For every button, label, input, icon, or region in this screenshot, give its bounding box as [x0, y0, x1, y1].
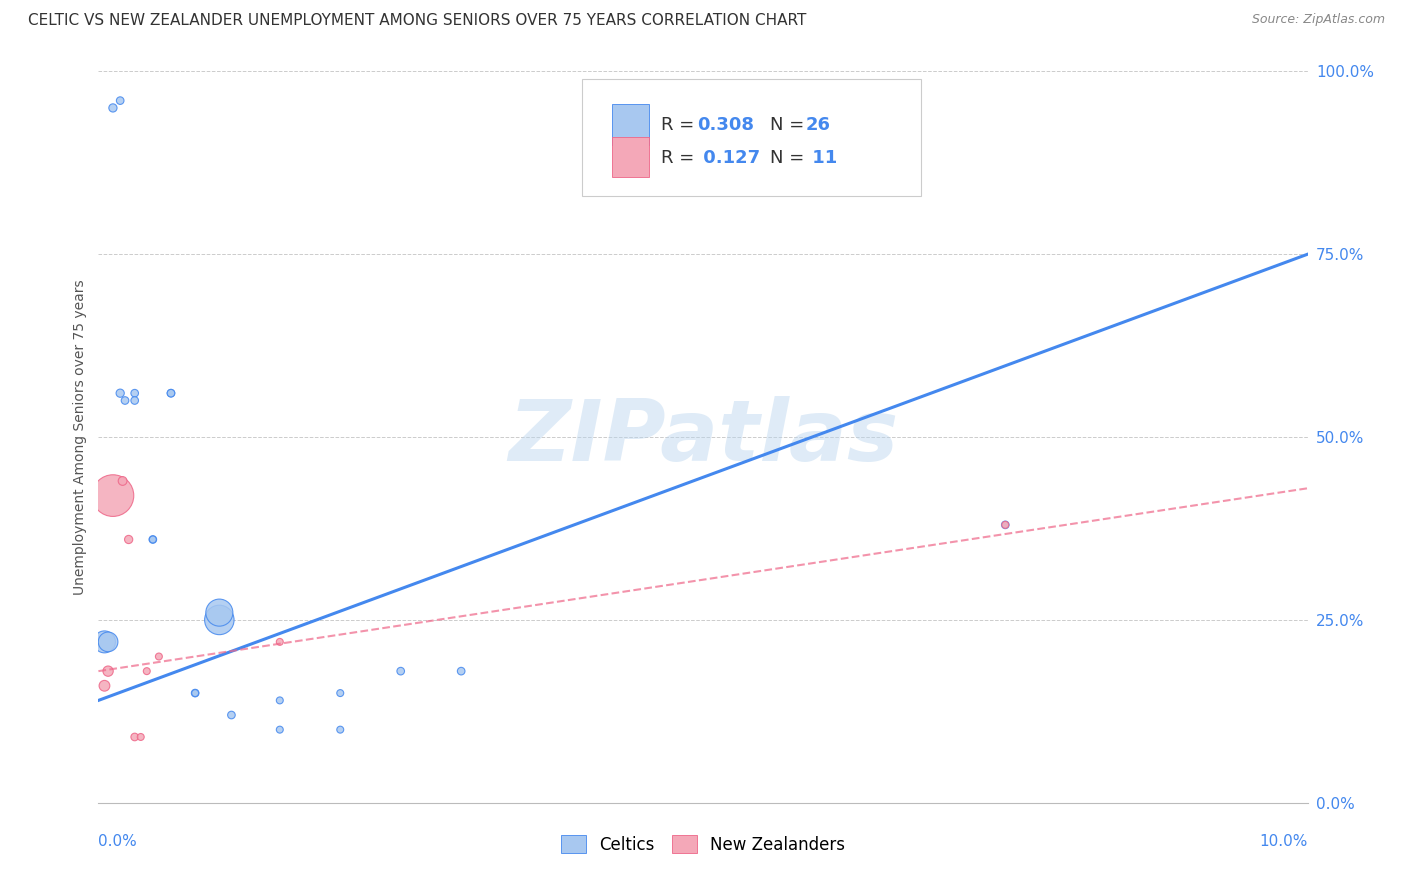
Text: ZIPatlas: ZIPatlas [508, 395, 898, 479]
Point [184, 686, 207, 700]
Point [101, 489, 124, 503]
Point [129, 730, 152, 744]
Legend: Celtics, New Zealanders: Celtics, New Zealanders [554, 829, 852, 860]
Bar [613, 104, 648, 145]
Point [108, 386, 131, 401]
Point [111, 474, 134, 488]
Text: 0.308: 0.308 [697, 116, 754, 134]
Point [269, 723, 291, 737]
FancyBboxPatch shape [582, 78, 921, 195]
Point [135, 664, 157, 678]
Point [329, 686, 352, 700]
Point [101, 101, 124, 115]
Point [93, 679, 115, 693]
Bar [613, 137, 648, 178]
Point [160, 386, 183, 401]
Text: 26: 26 [806, 116, 831, 134]
Text: R =: R = [661, 149, 700, 167]
Point [389, 664, 412, 678]
Text: Source: ZipAtlas.com: Source: ZipAtlas.com [1251, 13, 1385, 27]
Point [124, 730, 146, 744]
Text: R =: R = [661, 116, 700, 134]
Point [329, 723, 352, 737]
Point [450, 664, 472, 678]
Point [221, 708, 243, 723]
Point [148, 649, 170, 664]
Point [184, 686, 207, 700]
Text: 0.127: 0.127 [697, 149, 761, 167]
Point [160, 386, 183, 401]
Point [994, 517, 1017, 532]
Point [93, 635, 115, 649]
Text: 11: 11 [806, 149, 837, 167]
Point [124, 393, 146, 408]
Text: 0.0%: 0.0% [98, 834, 138, 849]
Point [269, 693, 291, 707]
Point [208, 613, 231, 627]
Text: 10.0%: 10.0% [1260, 834, 1308, 849]
Point [208, 606, 231, 620]
Text: CELTIC VS NEW ZEALANDER UNEMPLOYMENT AMONG SENIORS OVER 75 YEARS CORRELATION CHA: CELTIC VS NEW ZEALANDER UNEMPLOYMENT AMO… [28, 13, 807, 29]
Point [269, 635, 291, 649]
Point [114, 393, 136, 408]
Point [118, 533, 141, 547]
Point [994, 517, 1017, 532]
Point [97, 635, 120, 649]
Point [142, 533, 165, 547]
Point [97, 664, 120, 678]
Point [108, 94, 131, 108]
Point [124, 386, 146, 401]
Point [142, 533, 165, 547]
Text: N =: N = [769, 149, 810, 167]
Text: N =: N = [769, 116, 810, 134]
Y-axis label: Unemployment Among Seniors over 75 years: Unemployment Among Seniors over 75 years [73, 279, 87, 595]
